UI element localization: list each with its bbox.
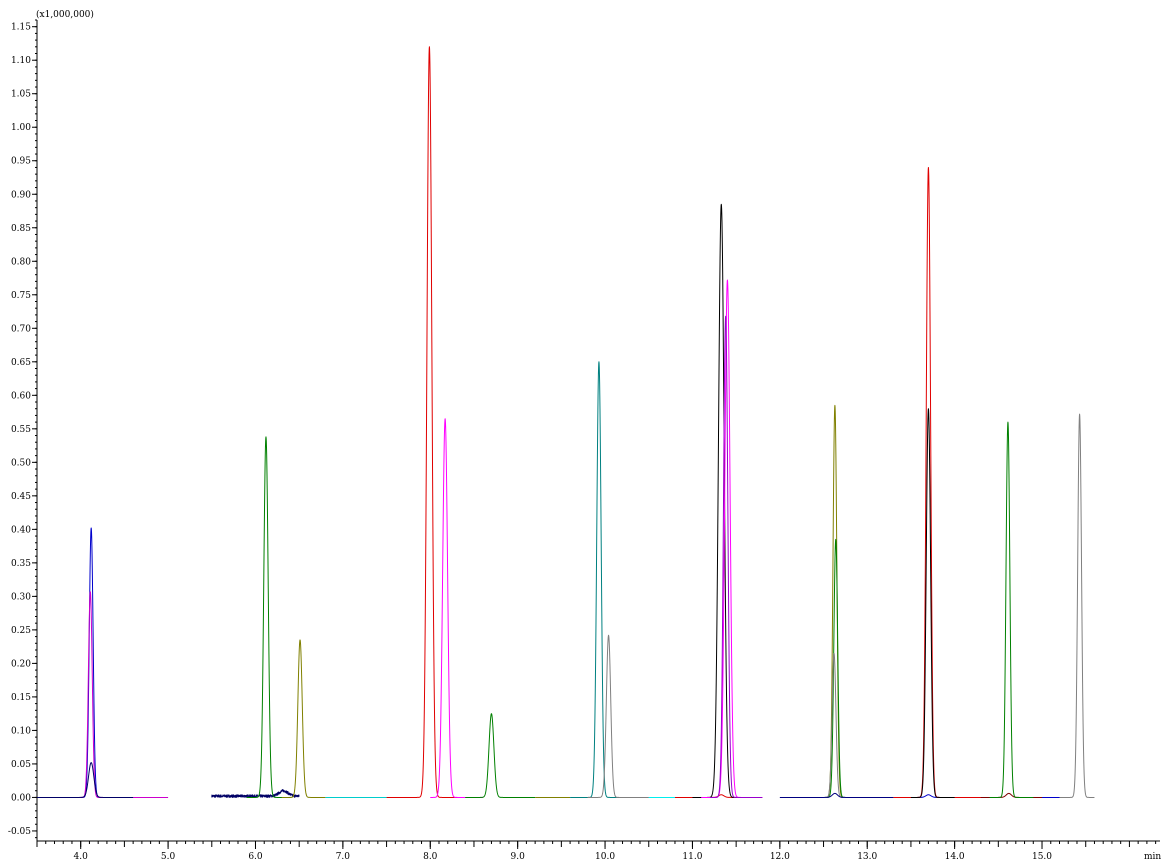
- chart-axes: -0.05 0.00 0.05 0.10 0.15 0.20 0.25 0.30 0.35 0.4…: [8, 19, 1160, 862]
- y-tick-label: 1.10: [11, 56, 31, 66]
- x-unit-label: min: [1144, 852, 1161, 862]
- chart-traces: [36, 46, 1095, 798]
- y-tick-label: 0.85: [11, 224, 31, 234]
- chromatogram-trace: [36, 591, 169, 798]
- y-tick-label: 0.15: [11, 693, 31, 703]
- y-tick-label: 0.50: [11, 458, 31, 468]
- chromatogram-trace: [211, 789, 300, 798]
- y-tick-label: 0.20: [11, 659, 31, 669]
- x-tick-label: 12.0: [770, 852, 790, 862]
- chromatogram-trace: [980, 792, 1069, 798]
- x-tick-label: 4.0: [74, 852, 89, 862]
- chromatogram-trace: [569, 361, 650, 798]
- y-tick-label: 0.45: [11, 492, 31, 502]
- y-tick-label: 0.40: [11, 525, 31, 535]
- y-tick-label: 0.05: [11, 760, 31, 770]
- chromatogram-trace: [281, 639, 326, 798]
- y-tick-label: 1.05: [11, 90, 31, 100]
- y-tick-label: 1.15: [11, 23, 31, 33]
- y-tick-label: 0.60: [11, 391, 31, 401]
- x-tick-label: 10.0: [595, 852, 615, 862]
- y-tick-label: 0.80: [11, 257, 31, 267]
- y-tick-label: 0.75: [11, 291, 31, 301]
- x-tick-label: 6.0: [248, 852, 263, 862]
- y-tick-label: 0.70: [11, 324, 31, 334]
- chromatogram-trace: [814, 652, 859, 798]
- x-tick-label: 5.0: [161, 852, 176, 862]
- chromatogram-trace: [36, 527, 134, 798]
- x-tick-label: 13.0: [857, 852, 877, 862]
- chromatogram-trace: [587, 634, 650, 798]
- y-tick-label: 0.25: [11, 626, 31, 636]
- x-tick-label: 14.0: [945, 852, 965, 862]
- chromatogram-trace: [893, 166, 999, 798]
- chromatogram-trace: [700, 279, 763, 798]
- chromatogram-trace: [246, 436, 291, 798]
- x-tick-label: 15.0: [1032, 852, 1052, 862]
- chromatogram-trace: [36, 762, 134, 798]
- y-tick-label: 0.30: [11, 592, 31, 602]
- y-tick-label: 0.35: [11, 559, 31, 569]
- y-tick-label: 0.00: [11, 793, 31, 803]
- x-tick-label: 9.0: [510, 852, 525, 862]
- chromatogram-trace: [910, 408, 955, 798]
- chromatogram-trace: [429, 418, 484, 798]
- y-tick-label: 0.90: [11, 190, 31, 200]
- chromatogram-trace: [386, 46, 475, 798]
- y-tick-label: 0.95: [11, 157, 31, 167]
- y-multiplier-label: (x1,000,000): [36, 9, 94, 20]
- y-tick-label: 0.65: [11, 358, 31, 368]
- chromatogram-trace: [779, 792, 894, 798]
- y-tick-label: -0.05: [8, 827, 31, 837]
- x-tick-label: 7.0: [336, 852, 351, 862]
- x-tick-label: 8.0: [423, 852, 438, 862]
- x-tick-label: 11.0: [682, 852, 702, 862]
- y-tick-label: 0.10: [11, 726, 31, 736]
- y-tick-label: 0.55: [11, 425, 31, 435]
- chromatogram-trace: [1059, 413, 1095, 798]
- chromatogram-trace: [989, 421, 1034, 798]
- chromatogram-trace: [709, 315, 763, 798]
- y-tick-label: 1.00: [11, 123, 31, 133]
- chromatogram-trace: [464, 713, 536, 798]
